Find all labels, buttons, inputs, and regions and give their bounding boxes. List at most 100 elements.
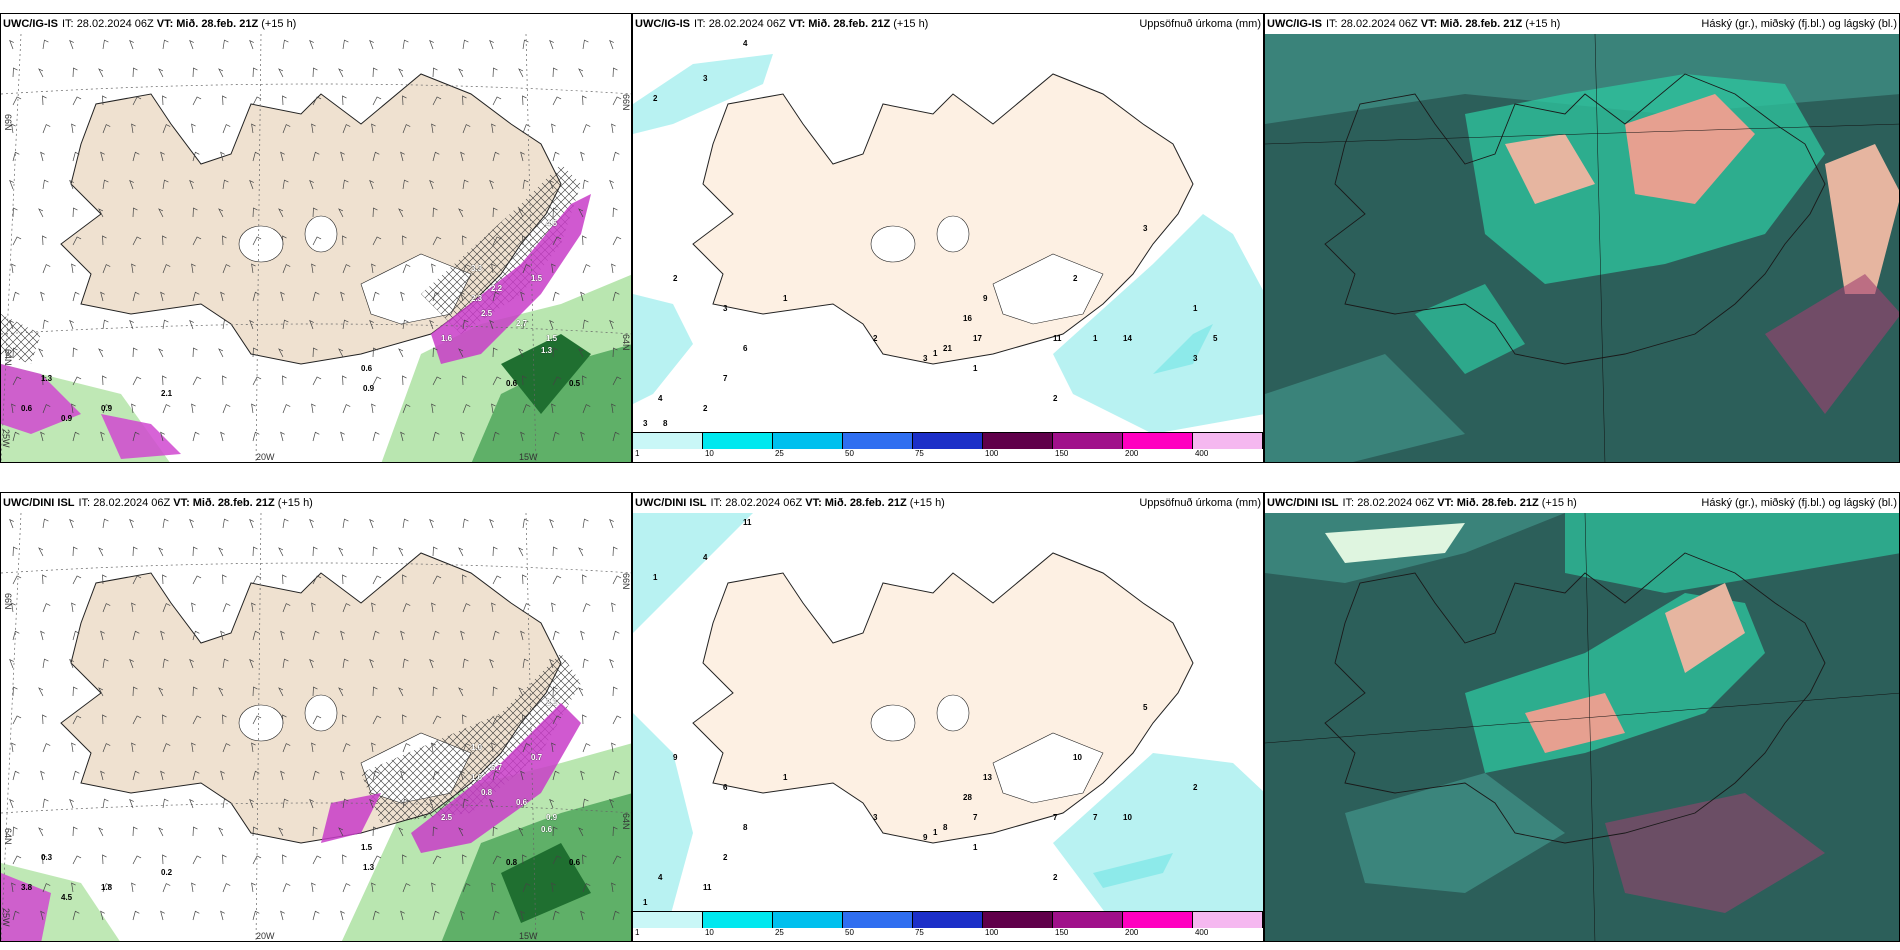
model-name: UWC/DINI ISL (3, 497, 75, 509)
wind-barb-icon (402, 518, 409, 529)
wind-barb-icon (311, 882, 316, 893)
wind-barb-icon (252, 910, 260, 921)
precip-value-label: 6 (723, 783, 728, 792)
wind-barb-icon (100, 151, 105, 162)
wind-barb-icon (458, 348, 464, 358)
wind-barb-icon (131, 602, 136, 613)
legend-ticks: 1 10 25 50 75 100 150 200 400 (633, 449, 1263, 461)
wind-barb-icon (492, 151, 500, 162)
wind-barb-icon (162, 124, 171, 134)
model-name: UWC/DINI ISL (1267, 497, 1339, 509)
legend-ticks: 1 10 25 50 75 100 150 200 400 (633, 928, 1263, 940)
wind-barb-icon (158, 827, 164, 837)
wind-barb-icon (580, 431, 585, 442)
wind-barb-icon (371, 882, 376, 893)
wind-barb-icon (311, 742, 316, 753)
lat-label-66n: 66N (3, 114, 13, 131)
wind-barb-icon (340, 431, 345, 442)
wind-barb-icon (218, 547, 224, 557)
wind-value-label: 5.7 (491, 763, 503, 772)
wind-value-label: 1.0 (471, 743, 483, 752)
wind-barb-icon (462, 235, 467, 246)
wind-barb-icon (222, 883, 231, 893)
wind-barb-icon (460, 770, 465, 781)
wind-barb-icon (489, 319, 494, 330)
wind-barb-icon (552, 96, 562, 106)
precip-value-label: 3 (923, 354, 928, 363)
wind-barb-icon (492, 855, 502, 865)
wind-barb-icon (220, 910, 225, 921)
wind-barb-icon (162, 854, 167, 865)
wind-barb-icon (582, 39, 589, 50)
wind-barb-icon (372, 686, 378, 697)
wind-barb-icon (491, 123, 496, 134)
wind-value-label: 1.6 (441, 334, 453, 343)
wind-barb-icon (432, 431, 440, 442)
wind-barb-icon (102, 658, 109, 669)
wind-barb-icon (102, 574, 107, 585)
precip-value-label: 5 (1143, 703, 1148, 712)
wind-barb-icon (132, 826, 138, 837)
wind-barb-icon (72, 630, 80, 641)
wind-barb-icon (222, 518, 229, 529)
wind-barb-icon (11, 742, 16, 753)
wind-barb-icon (280, 910, 285, 921)
wind-barb-icon (402, 743, 411, 753)
wind-barb-icon (42, 319, 49, 330)
precip-value-label: 1 (653, 573, 658, 582)
wind-barb-icon (249, 319, 254, 330)
wind-barb-icon (102, 404, 111, 414)
map-area: 66N 64N 25W 20W 15W 66N 64N 0.6 0.5 1.5 1.3… (1, 34, 631, 462)
wind-barb-icon (522, 179, 529, 190)
wind-barb-icon (98, 547, 104, 557)
lead-time: (+15 h) (909, 497, 945, 509)
lat-label-66n: 66N (3, 593, 13, 610)
wind-value-label: 0.7 (531, 753, 543, 762)
wind-barb-icon (582, 235, 587, 246)
wind-barb-icon (578, 827, 584, 837)
wind-barb-icon (431, 123, 436, 134)
wind-barb-icon (251, 403, 256, 414)
wind-barb-icon (280, 630, 285, 641)
wind-barb-icon (222, 658, 229, 669)
wind-barb-icon (522, 375, 527, 386)
wind-barb-icon (251, 742, 256, 753)
precip-map-svg (633, 513, 1263, 941)
wind-barb-icon (160, 291, 165, 302)
vt-label: VT: (1420, 18, 1438, 30)
wind-barb-icon (12, 630, 20, 641)
lat-label-64n-right: 64N (621, 813, 631, 830)
wind-barb-icon (252, 855, 262, 865)
wind-barb-icon (252, 347, 258, 358)
wind-barb-icon (160, 630, 165, 641)
wind-barb-icon (132, 630, 140, 641)
wind-barb-icon (72, 376, 82, 386)
wind-barb-icon (102, 798, 109, 809)
wind-barb-icon (222, 124, 231, 134)
wind-barb-icon (369, 39, 374, 50)
wind-barb-icon (431, 263, 436, 274)
wind-barb-icon (282, 39, 289, 50)
wind-barb-icon (522, 404, 531, 414)
wind-barb-icon (72, 236, 82, 246)
wind-barb-icon (462, 518, 469, 529)
precip-value-label: 1 (933, 349, 938, 358)
legend-swatch (913, 912, 983, 928)
wind-barb-icon (612, 67, 618, 78)
wind-barb-icon (282, 798, 289, 809)
wind-barb-icon (580, 151, 585, 162)
wind-barb-icon (462, 854, 467, 865)
wind-barb-icon (432, 630, 440, 641)
wind-barb-icon (458, 687, 464, 697)
wind-barb-icon (282, 574, 287, 585)
wind-barb-icon (578, 687, 584, 697)
wind-barb-icon (492, 715, 502, 725)
wind-barb-icon (132, 715, 142, 725)
wind-barb-icon (432, 291, 440, 302)
wind-barb-icon (129, 658, 134, 669)
wind-barb-icon (582, 124, 591, 134)
legend-swatch (1123, 912, 1193, 928)
wind-barb-icon (580, 910, 585, 921)
wind-barb-icon (492, 770, 500, 781)
wind-barb-icon (551, 742, 556, 753)
